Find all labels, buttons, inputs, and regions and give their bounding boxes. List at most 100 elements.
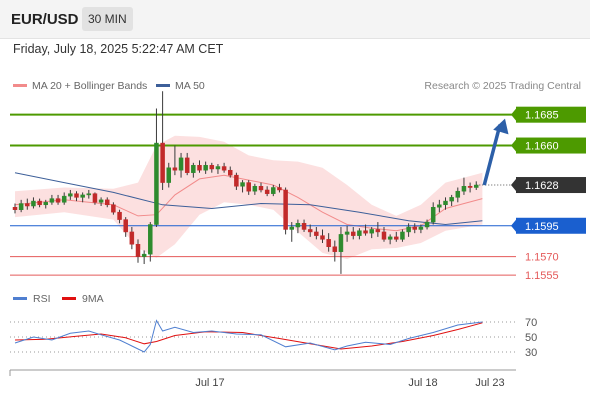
candle-body-up <box>191 165 196 173</box>
candle <box>234 172 239 190</box>
candle-body-down <box>351 231 356 236</box>
candle <box>184 152 190 176</box>
candle-body-down <box>246 182 251 192</box>
candle <box>295 219 301 234</box>
candle <box>55 194 61 205</box>
research-credit: Research © 2025 Trading Central <box>424 80 581 92</box>
candle-body-up <box>68 193 73 197</box>
candle-body-down <box>258 186 264 191</box>
candle <box>160 91 165 190</box>
candle <box>375 222 381 237</box>
candle-body-down <box>283 189 288 230</box>
candle <box>191 162 196 178</box>
candle <box>141 250 147 265</box>
ma20-swatch <box>13 83 27 87</box>
candle <box>430 202 436 225</box>
legend-ma50: MA 50 <box>156 80 205 92</box>
candle-body-down <box>117 211 122 220</box>
candle-body-down <box>160 142 165 183</box>
rsi-swatch <box>13 297 27 300</box>
candle <box>215 164 221 174</box>
candle <box>197 160 202 173</box>
chart-header: EUR/USD 30 MIN <box>0 0 590 39</box>
candle <box>18 199 24 213</box>
candle-body-up <box>240 182 245 187</box>
candle <box>68 189 73 200</box>
candle <box>12 203 18 214</box>
candle-body-down <box>277 187 282 191</box>
candle <box>307 224 313 237</box>
candle-body-up <box>80 194 85 198</box>
candle-body-up <box>338 234 344 252</box>
candle <box>105 197 110 208</box>
candle-body-up <box>406 226 411 233</box>
level-tag-arrow <box>511 219 516 232</box>
ma50-swatch <box>156 83 170 87</box>
candle <box>406 223 411 237</box>
candle-body-down <box>123 219 128 233</box>
candle-body-up <box>418 226 424 230</box>
timeframe-badge[interactable]: 30 MIN <box>82 7 133 31</box>
candle-body-up <box>289 226 294 230</box>
candle-body-down <box>375 229 381 233</box>
candle <box>221 162 227 173</box>
candle <box>129 226 135 250</box>
candle <box>424 219 430 230</box>
level-tag-arrow <box>511 108 516 121</box>
candle-body-up <box>154 142 159 225</box>
candle-body-down <box>172 167 178 171</box>
datetime-label: Friday, July 18, 2025 5:22:47 AM CET <box>13 42 224 56</box>
candle-body-down <box>326 239 331 247</box>
candle <box>172 145 178 176</box>
candle <box>74 191 79 202</box>
level-label-1.1628: 1.1628 <box>525 180 559 192</box>
candle <box>338 226 344 274</box>
candle-body-up <box>474 184 479 188</box>
candle-body-down <box>264 189 270 194</box>
x-tick-label: Jul 17 <box>195 377 224 389</box>
candle-body-down <box>74 193 79 198</box>
candle <box>320 229 325 244</box>
candle-body-down <box>184 157 190 173</box>
level-tag-1.1660 <box>516 137 586 154</box>
candle <box>283 187 288 235</box>
candle-body-up <box>61 195 67 203</box>
level-label-1.1595: 1.1595 <box>525 221 559 233</box>
candle-body-up <box>437 204 442 208</box>
candle <box>467 182 473 193</box>
candle-body-up <box>424 221 430 228</box>
candle <box>258 182 264 193</box>
forecast-arrow-head <box>493 118 509 135</box>
candle <box>443 197 448 210</box>
rsi-tick-30: 30 <box>525 347 537 359</box>
candle <box>381 226 387 242</box>
candle-body-down <box>12 206 18 210</box>
candle-body-up <box>148 224 153 255</box>
candle-body-up <box>49 198 55 203</box>
candle <box>123 217 128 237</box>
candle-body-down <box>25 203 30 207</box>
candle-body-up <box>141 253 147 257</box>
candle <box>387 234 393 245</box>
candle <box>92 192 98 205</box>
candle-body-down <box>301 223 307 230</box>
candle-body-down <box>363 230 368 234</box>
ma50-line <box>14 172 483 226</box>
candle <box>449 194 454 207</box>
candle-body-down <box>307 229 313 233</box>
candle <box>154 108 159 227</box>
candle <box>61 192 67 205</box>
candle-body-up <box>215 166 221 170</box>
candle-body-up <box>178 157 184 171</box>
candle-body-down <box>234 174 239 187</box>
candle <box>412 223 417 234</box>
candle-body-up <box>387 236 393 240</box>
candle <box>252 183 258 195</box>
candle <box>135 239 141 263</box>
candle <box>246 180 251 195</box>
candle-body-down <box>394 236 399 240</box>
candle-body-down <box>111 204 116 213</box>
candle <box>98 197 104 207</box>
candle-body-up <box>271 187 276 194</box>
